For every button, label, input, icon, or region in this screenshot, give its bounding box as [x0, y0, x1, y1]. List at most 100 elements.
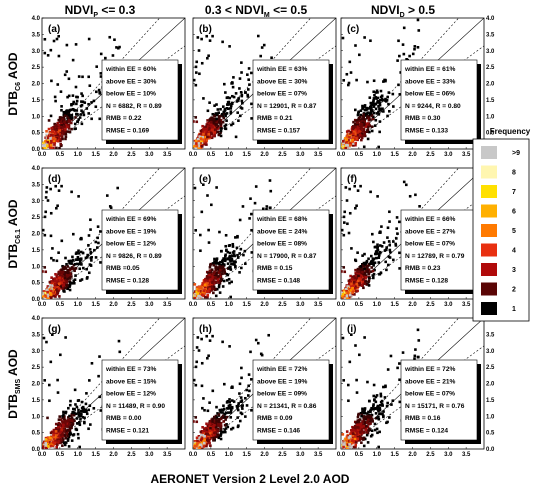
data-point [58, 287, 61, 290]
column-title: 0.3 < NDVIM <= 0.5 [205, 3, 308, 19]
data-point [67, 269, 70, 272]
data-point [226, 258, 229, 261]
data-point [368, 279, 371, 282]
data-point [350, 247, 353, 250]
data-point [209, 118, 212, 121]
data-point [247, 78, 250, 81]
data-point [362, 113, 365, 116]
y-tick-label-right: 3.5 [486, 32, 495, 38]
data-point [257, 35, 260, 38]
data-point [49, 361, 52, 364]
data-point [206, 290, 209, 293]
data-point [56, 204, 59, 207]
data-point [64, 73, 67, 76]
data-point [64, 336, 67, 339]
data-point [85, 403, 88, 406]
data-point [87, 244, 90, 247]
data-point [65, 263, 68, 266]
data-point [98, 89, 101, 92]
data-point [89, 248, 92, 251]
data-point [74, 403, 77, 406]
data-point [232, 76, 235, 79]
x-tick-label: 3.0 [296, 302, 305, 308]
data-point [378, 253, 381, 256]
data-point [194, 187, 197, 190]
data-point [213, 115, 216, 118]
stats-line: above EE = 33% [405, 78, 456, 85]
data-point [207, 109, 210, 112]
data-point [94, 241, 97, 244]
data-point [236, 247, 239, 250]
data-point [366, 260, 369, 263]
data-point [206, 136, 209, 139]
data-point [343, 234, 346, 237]
data-point [44, 234, 47, 237]
stats-line: below EE = 08% [257, 241, 307, 248]
data-point [224, 91, 227, 94]
data-point [197, 142, 200, 145]
data-point [64, 257, 67, 260]
data-point [90, 257, 93, 260]
data-point [55, 446, 58, 449]
data-point [388, 255, 391, 258]
data-point [60, 240, 63, 243]
data-point [240, 396, 243, 399]
data-point [346, 138, 349, 141]
data-point [54, 283, 57, 286]
stats-line: below EE = 12% [106, 241, 156, 248]
data-point [65, 133, 68, 136]
data-point [44, 270, 47, 273]
data-point [195, 142, 198, 145]
data-point [62, 423, 65, 426]
y-tick-label-right: 4.0 [486, 16, 495, 22]
y-tick-label: 4.0 [32, 316, 41, 322]
data-point [193, 379, 196, 382]
data-point [60, 434, 63, 437]
data-point [351, 291, 354, 294]
data-point [45, 196, 48, 199]
data-point [57, 119, 60, 122]
data-point [61, 444, 64, 447]
data-point [70, 128, 73, 131]
data-point [394, 243, 397, 246]
stats-line: RMB = 0.15 [257, 265, 293, 272]
data-point [50, 144, 53, 147]
data-point [369, 107, 372, 110]
data-point [384, 261, 387, 264]
x-tick-label: 2.5 [127, 302, 136, 308]
data-point [112, 54, 115, 57]
data-point [372, 241, 375, 244]
data-point [204, 284, 207, 287]
data-point [49, 137, 52, 140]
data-point [75, 428, 78, 431]
data-point [87, 76, 90, 79]
data-point [209, 266, 212, 269]
y-tick-label: 3.5 [32, 332, 41, 338]
data-point [218, 134, 221, 137]
data-point [237, 97, 240, 100]
data-point [354, 259, 357, 262]
data-point [68, 445, 71, 448]
data-point [200, 211, 203, 214]
data-point [238, 271, 241, 274]
x-tick-label: 0.5 [207, 302, 216, 308]
data-point [388, 91, 391, 94]
data-point [354, 277, 357, 280]
data-point [353, 185, 356, 188]
data-point [403, 53, 406, 56]
data-point [342, 293, 345, 296]
data-point [73, 269, 76, 272]
data-point [57, 426, 60, 429]
data-point [90, 117, 93, 120]
data-point [374, 124, 377, 127]
data-point [269, 190, 272, 193]
data-point [68, 423, 71, 426]
stats-line: RMSE = 0.157 [257, 128, 300, 135]
stats-line: RMB = 0.22 [106, 115, 142, 122]
data-point [226, 96, 229, 99]
data-point [222, 121, 225, 124]
data-point [59, 274, 62, 277]
data-point [343, 211, 346, 214]
data-point [47, 141, 50, 144]
